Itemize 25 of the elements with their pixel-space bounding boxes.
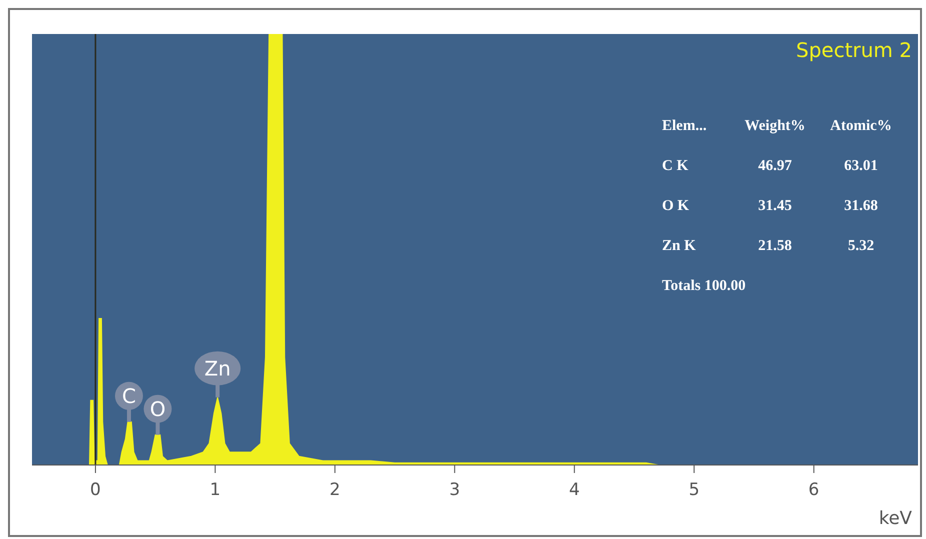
x-tick-label: 4 — [568, 480, 580, 500]
x-tick-label: 5 — [688, 480, 700, 500]
x-tick-label: 0 — [90, 480, 101, 500]
annotation: Totals 100.00 — [662, 278, 747, 296]
annotation: 31.45 — [757, 198, 793, 216]
annotation: 31.68 — [843, 198, 879, 216]
annotation: Zn — [204, 356, 231, 380]
annotation: O K — [662, 198, 690, 216]
annotation: C — [122, 384, 136, 408]
annotation: Zn K — [662, 238, 697, 256]
annotation: 21.58 — [757, 238, 793, 256]
annotation: Elem... — [662, 118, 708, 136]
x-tick-label: 6 — [808, 480, 820, 500]
x-tick-label: 3 — [449, 480, 460, 500]
annotation: O — [150, 396, 166, 421]
x-tick-label: 1 — [210, 480, 221, 500]
annotation: Atomic% — [829, 118, 893, 136]
annotation: 46.97 — [757, 158, 793, 176]
x-axis-title: keV — [878, 508, 912, 529]
x-tick-label: 2 — [330, 480, 340, 500]
chart-title: Spectrum 2 — [796, 38, 912, 62]
annotation: Weight% — [744, 118, 806, 136]
annotation: C K — [662, 158, 690, 176]
annotation: 5.32 — [846, 238, 876, 256]
annotation: 63.01 — [843, 158, 879, 176]
